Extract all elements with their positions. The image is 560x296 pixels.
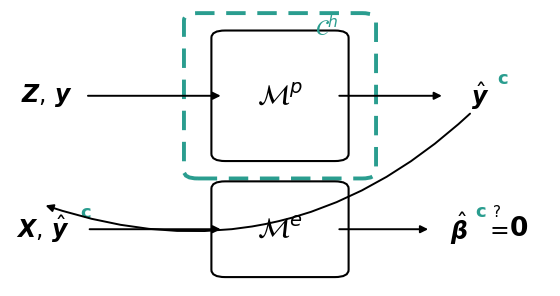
FancyBboxPatch shape [211,181,348,277]
Text: $=$: $=$ [485,217,508,241]
Text: $\mathbf{c}$: $\mathbf{c}$ [80,204,91,222]
Text: $\hat{\boldsymbol{\beta}}$: $\hat{\boldsymbol{\beta}}$ [450,211,468,247]
Text: $\boldsymbol{Z},\,\boldsymbol{y}$: $\boldsymbol{Z},\,\boldsymbol{y}$ [21,82,73,109]
Text: $\mathcal{M}^e$: $\mathcal{M}^e$ [257,216,303,243]
Text: $\mathbf{c}$: $\mathbf{c}$ [474,203,486,221]
Text: $\hat{\boldsymbol{y}}$: $\hat{\boldsymbol{y}}$ [471,80,489,112]
Text: $?$: $?$ [492,204,501,220]
Text: $\mathcal{M}^p$: $\mathcal{M}^p$ [257,82,303,109]
Text: $\mathcal{C}^h$: $\mathcal{C}^h$ [315,16,338,41]
Text: $\boldsymbol{X},\,\hat{\boldsymbol{y}}$: $\boldsymbol{X},\,\hat{\boldsymbol{y}}$ [16,213,69,245]
Text: $\mathbf{c}$: $\mathbf{c}$ [497,70,508,88]
Text: $\mathbf{0}$: $\mathbf{0}$ [509,216,528,242]
FancyBboxPatch shape [211,30,348,161]
